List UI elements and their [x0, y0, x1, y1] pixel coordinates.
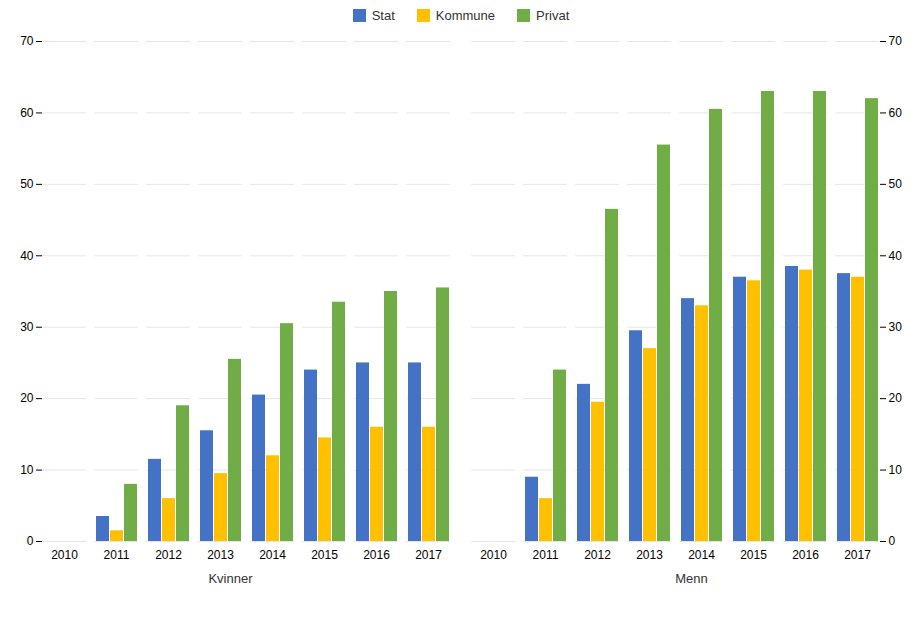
svg-text:10: 10 [20, 463, 34, 477]
svg-text:20: 20 [20, 391, 34, 405]
svg-text:30: 30 [889, 320, 903, 334]
svg-text:70: 70 [20, 34, 34, 48]
svg-text:0: 0 [889, 534, 896, 548]
html-text:Stat: Stat [371, 8, 395, 23]
html-text:Privat: Privat [536, 8, 570, 23]
svg-text:20: 20 [889, 391, 903, 405]
svg-text:0: 0 [27, 534, 34, 548]
svg-text:2016: 2016 [792, 548, 819, 562]
svg-text:50: 50 [20, 177, 34, 191]
html-text:Kommune: Kommune [435, 8, 496, 23]
svg-text:2014: 2014 [688, 548, 715, 562]
svg-text:2010: 2010 [51, 548, 78, 562]
svg-text:2015: 2015 [740, 548, 767, 562]
svg-text:70: 70 [889, 34, 903, 48]
svg-text:60: 60 [20, 106, 34, 120]
svg-text:50: 50 [889, 177, 903, 191]
html-text:Kvinner: Kvinner [208, 571, 253, 586]
svg-text:2011: 2011 [104, 548, 130, 562]
svg-text:40: 40 [889, 249, 903, 263]
svg-text:2010: 2010 [480, 548, 507, 562]
svg-text:30: 30 [20, 320, 34, 334]
svg-text:2015: 2015 [311, 548, 338, 562]
svg-text:2012: 2012 [155, 548, 182, 562]
svg-text:2011: 2011 [533, 548, 559, 562]
svg-text:2013: 2013 [636, 548, 663, 562]
svg-text:2017: 2017 [844, 548, 871, 562]
svg-text:60: 60 [889, 106, 903, 120]
svg-text:10: 10 [889, 463, 903, 477]
svg-text:2017: 2017 [415, 548, 442, 562]
svg-text:40: 40 [20, 249, 34, 263]
svg-text:2013: 2013 [207, 548, 234, 562]
html-text:Menn: Menn [675, 571, 708, 586]
svg-text:2016: 2016 [363, 548, 390, 562]
svg-text:2012: 2012 [584, 548, 611, 562]
svg-text:2014: 2014 [259, 548, 286, 562]
